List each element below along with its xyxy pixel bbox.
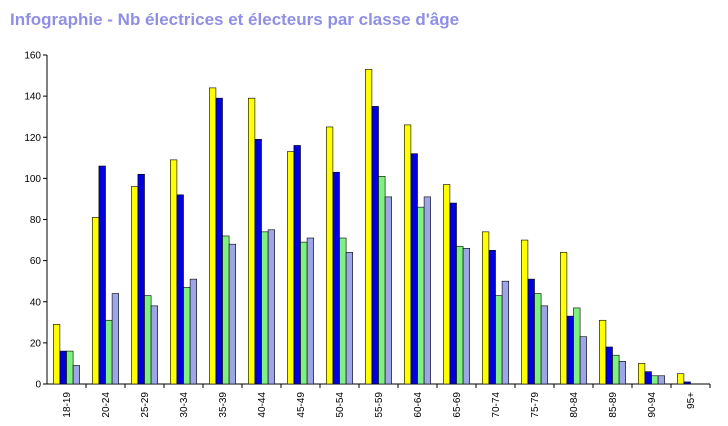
bar [111, 293, 119, 385]
bar [183, 287, 191, 385]
bar [462, 247, 471, 385]
bar [52, 324, 61, 385]
bar [527, 278, 535, 385]
bar [98, 165, 106, 385]
x-tick-label: 65-69 [452, 392, 463, 418]
bar [105, 319, 113, 385]
x-tick-label: 50-54 [335, 392, 346, 418]
bar [378, 176, 386, 385]
bar [131, 186, 139, 385]
bar [657, 375, 665, 385]
bar [371, 106, 379, 385]
bar [417, 206, 425, 385]
y-tick-label: 160 [24, 51, 41, 62]
bar [345, 252, 354, 385]
bar [449, 202, 457, 385]
x-tick-label: 75-79 [530, 392, 541, 418]
x-tick-label: 40-44 [257, 392, 268, 418]
y-tick-label: 140 [24, 92, 41, 103]
bar [144, 295, 152, 385]
bar [540, 305, 548, 385]
bar [559, 252, 568, 385]
bar [66, 350, 74, 385]
y-tick-label: 80 [30, 215, 42, 226]
bar [300, 241, 308, 385]
y-tick-label: 60 [30, 256, 42, 267]
x-tick-label: 85-89 [608, 392, 619, 418]
bar [573, 307, 581, 385]
bar [176, 194, 184, 385]
bar [92, 217, 100, 385]
x-tick-label: 55-59 [374, 392, 385, 418]
bar [644, 371, 652, 385]
bar [637, 363, 646, 385]
bar [618, 361, 626, 385]
bar [676, 373, 685, 385]
bar [306, 237, 315, 385]
y-tick-label: 100 [24, 174, 41, 185]
bar [228, 243, 237, 385]
bar [325, 126, 334, 385]
bar [410, 153, 418, 385]
bar [488, 250, 496, 385]
bar [423, 196, 432, 385]
bar [481, 231, 490, 385]
x-tick-label: 80-84 [569, 392, 580, 418]
x-tick-label: 70-74 [491, 392, 502, 418]
bar [267, 229, 276, 385]
bar [501, 280, 510, 385]
x-tick-label: 35-39 [218, 392, 229, 418]
bar [598, 319, 607, 385]
bar [72, 365, 80, 385]
bar [683, 381, 691, 385]
bar [261, 231, 269, 385]
x-tick-label: 95+ [686, 392, 697, 409]
y-tick-label: 0 [35, 380, 41, 391]
x-tick-label: 18-19 [62, 392, 73, 418]
bar [222, 235, 230, 385]
bar [612, 354, 620, 385]
bar [566, 315, 574, 385]
bar [293, 145, 301, 385]
bar [605, 346, 613, 385]
bar [170, 159, 178, 385]
bar [520, 239, 529, 385]
bar [442, 184, 451, 385]
bar [215, 97, 223, 385]
bar [495, 295, 503, 385]
bar [534, 293, 542, 385]
y-tick-label: 120 [24, 133, 41, 144]
x-tick-label: 90-94 [647, 392, 658, 418]
bar [364, 69, 373, 385]
bar [651, 375, 659, 385]
x-tick-label: 30-34 [179, 392, 190, 418]
bar [339, 237, 347, 385]
bar [456, 245, 464, 385]
x-tick-label: 25-29 [140, 392, 151, 418]
bar [384, 196, 393, 385]
x-tick-label: 20-24 [101, 392, 112, 418]
chart-title: Infographie - Nb électrices et électeurs… [10, 10, 460, 29]
bar [137, 173, 145, 385]
bar [332, 171, 340, 385]
bar [189, 278, 198, 385]
bar [579, 336, 587, 385]
y-tick-label: 20 [30, 338, 42, 349]
bar [286, 151, 295, 385]
bar [150, 305, 159, 385]
x-tick-label: 60-64 [413, 392, 424, 418]
x-tick-label: 45-49 [296, 392, 307, 418]
y-tick-label: 40 [30, 297, 42, 308]
bar [254, 139, 262, 385]
bar [248, 97, 256, 385]
bar [59, 350, 67, 385]
bar [403, 124, 412, 385]
bar [209, 87, 217, 385]
